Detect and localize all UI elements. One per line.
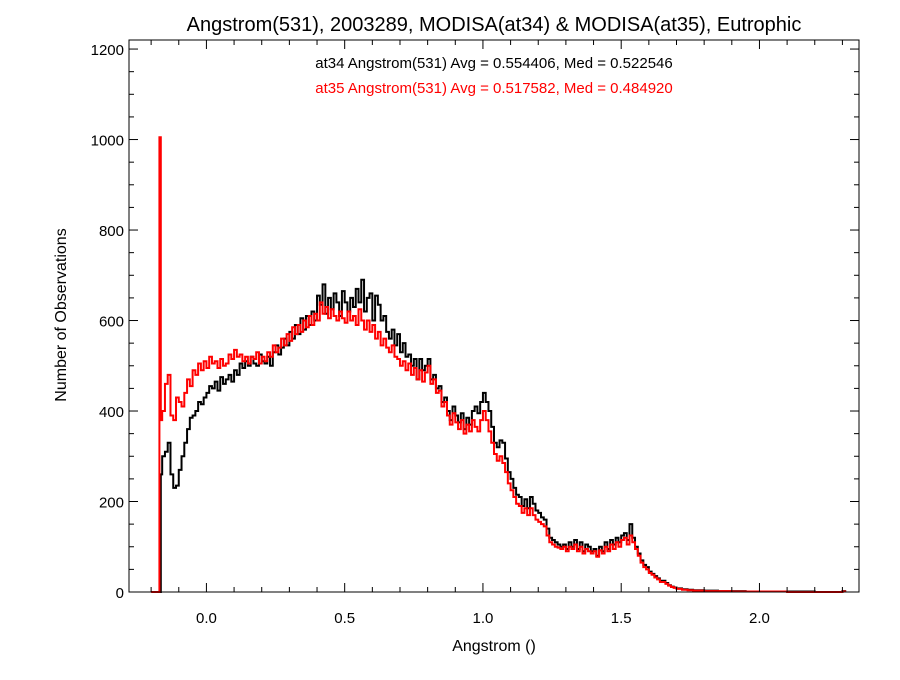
y-tick-label: 1000 <box>91 133 124 150</box>
plot-frame <box>128 39 860 593</box>
y-tick-label: 600 <box>99 314 124 331</box>
y-tick-label: 1200 <box>91 42 124 59</box>
series-layer <box>151 136 847 593</box>
x-tick-label: 0.0 <box>196 610 217 627</box>
x-tick-label: 2.0 <box>749 610 770 627</box>
chart-title: Angstrom(531), 2003289, MODISA(at34) & M… <box>187 14 802 36</box>
series-line-1 <box>151 136 847 593</box>
x-tick-label: 0.5 <box>334 610 355 627</box>
ticks-layer: 0.0 0.5 1.0 1.5 2.0 0 200 400 600 800 1000 1200 <box>91 40 859 627</box>
y-tick-label: 200 <box>99 495 124 512</box>
y-tick-label: 0 <box>116 585 124 602</box>
x-tick-label: 1.0 <box>473 610 494 627</box>
y-axis-label: Number of Observations <box>53 228 70 401</box>
annotation-at35-stats: at35 Angstrom(531) Avg = 0.517582, Med =… <box>315 80 673 97</box>
y-tick-label: 800 <box>99 223 124 240</box>
annotation-at34-stats: at34 Angstrom(531) Avg = 0.554406, Med =… <box>315 55 673 72</box>
x-tick-label: 1.5 <box>611 610 632 627</box>
y-tick-label: 400 <box>99 404 124 421</box>
x-axis-label: Angstrom () <box>452 638 536 655</box>
